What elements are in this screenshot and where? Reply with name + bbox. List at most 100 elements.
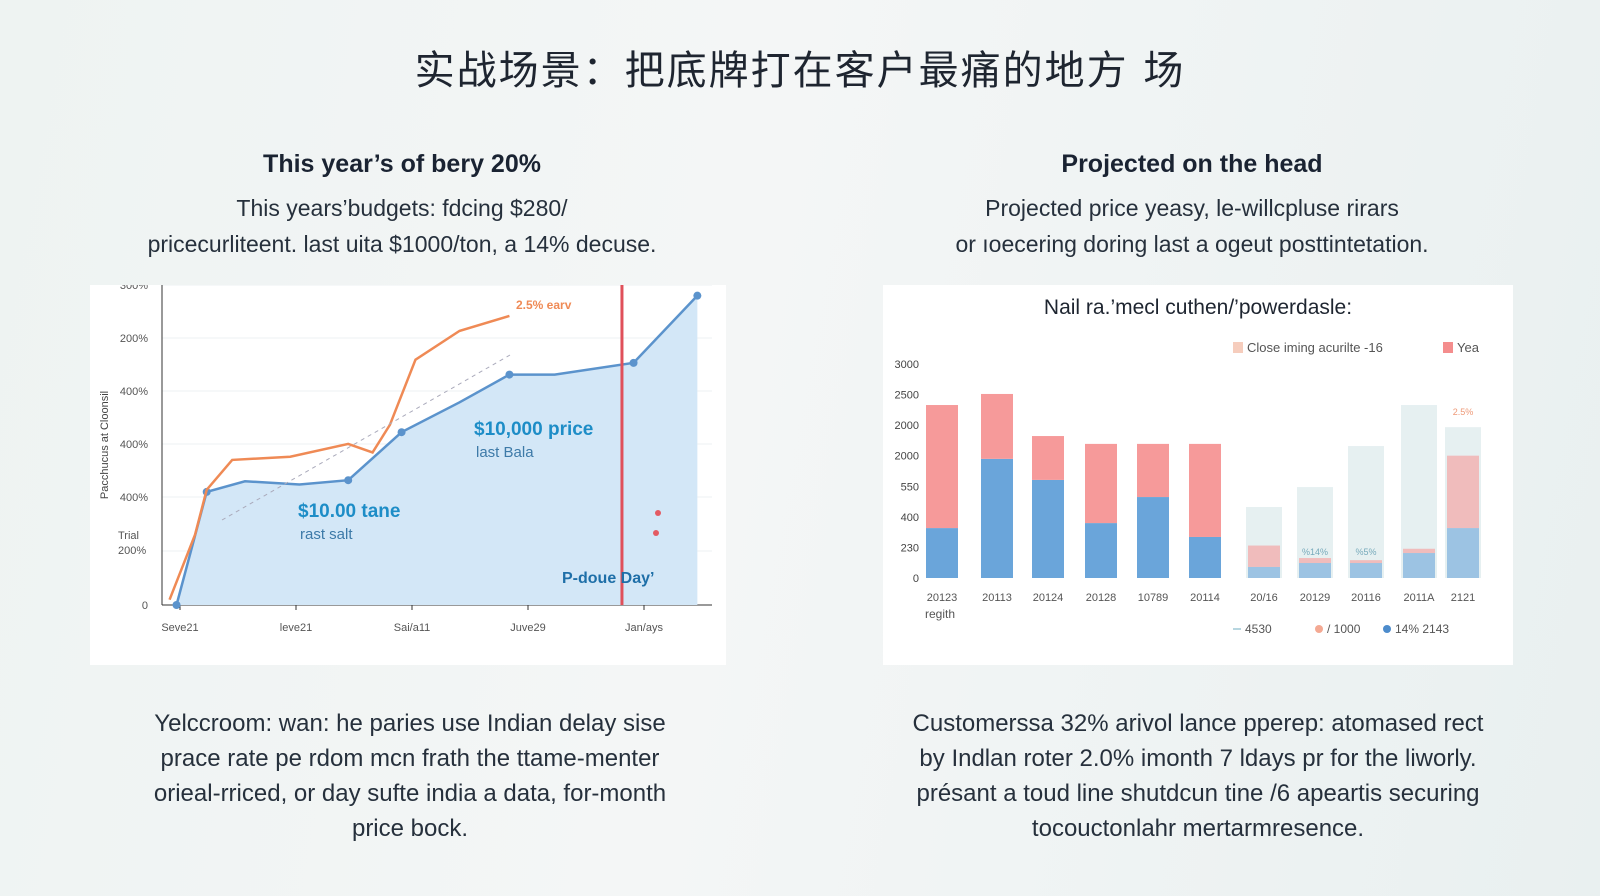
- y-tick-label: 300%: [120, 285, 148, 292]
- right-subtitle-line: or ıoecering doring last a ogeut posttin…: [955, 231, 1429, 257]
- x-tick-label: Jan/ays: [625, 622, 663, 634]
- x-tick-label: 20129: [1300, 592, 1331, 604]
- bar-label: 2.5%: [1453, 407, 1474, 417]
- bar-segment-top: [981, 393, 1013, 459]
- x-tick-label: 20128: [1086, 592, 1117, 604]
- x-tick-label: Seve21: [161, 622, 198, 634]
- legend-marker: [1383, 625, 1391, 633]
- y-tick-label: 200%: [118, 545, 146, 557]
- x-tick-label: Juve29: [510, 622, 545, 634]
- bar-segment-base: [981, 458, 1013, 578]
- legend-label: Close iming acurilte -16: [1247, 340, 1383, 355]
- legend-swatch: [1443, 342, 1453, 353]
- y-axis-label: Pacchucus at Cloonsil: [99, 391, 111, 499]
- annotation: $10.00 tane: [298, 501, 400, 522]
- bar-segment-top: [926, 405, 958, 529]
- right-heading: Projected on the head: [1061, 150, 1323, 178]
- left-heading: This year’s of bery 20%: [263, 150, 541, 178]
- data-point: [397, 428, 406, 437]
- bar-label: %5%: [1355, 547, 1376, 557]
- x-tick-label: 2121: [1451, 592, 1475, 604]
- bar-segment-base: [1403, 553, 1435, 578]
- x-tick-label: 20113: [982, 592, 1012, 604]
- bar-segment-top: [1403, 548, 1435, 554]
- bar-segment-base: [1350, 563, 1382, 578]
- bar-segment-base: [1137, 497, 1169, 578]
- y-tick-label: 230: [901, 542, 919, 554]
- legend-swatch: [1233, 342, 1243, 353]
- y-tick-label: 400: [901, 512, 919, 524]
- bar-chart-card: Nail ra.’mecl cuthen/’powerdasle: 0 230 400…: [883, 285, 1513, 665]
- bar-segment-base: [1189, 536, 1221, 578]
- y-tick-label: 550: [901, 481, 919, 493]
- y-tick-label: 400%: [120, 492, 148, 504]
- y-tick-label: 2000: [895, 420, 919, 432]
- bar-label: %14%: [1302, 547, 1328, 557]
- x-tick-label: leve21: [280, 622, 312, 634]
- x-tick-label: 20123: [927, 592, 958, 604]
- x-tick-label: 20124: [1033, 592, 1064, 604]
- bar-segment-top: [1299, 558, 1331, 564]
- legend-label: / 1000: [1327, 622, 1361, 636]
- bar-chart: Nail ra.’mecl cuthen/’powerdasle: 0 230 400…: [895, 296, 1481, 636]
- orange-series-line: [168, 314, 510, 601]
- area-fill: [176, 295, 698, 605]
- left-footer-line: prace rate pe rdom mcn frath the ttame-m…: [160, 745, 660, 772]
- right-footer-line: présant a toud line shutdcun tine /6 ape…: [916, 780, 1480, 807]
- bar-segment-top: [1447, 455, 1479, 529]
- data-point: [693, 291, 702, 300]
- legend-label: 14% 2143: [1395, 622, 1449, 636]
- y-tick-label: Trial: [118, 530, 139, 542]
- annotation-sub: last Bala: [476, 444, 534, 461]
- right-footer-line: by Indlan roter 2.0% imonth 7 ldays pr f…: [919, 745, 1477, 772]
- faded-bar: [1348, 446, 1384, 578]
- y-tick-label: 400%: [120, 439, 148, 451]
- legend-label: 4530: [1245, 622, 1272, 636]
- annotation: P-doue Day’: [562, 570, 654, 587]
- annotation: 2.5% earv: [516, 298, 572, 312]
- data-point: [505, 370, 514, 379]
- y-tick-label: 2000: [895, 451, 919, 463]
- legend-label: Yea: [1457, 340, 1480, 355]
- left-subtitle-line: This years’budgets: fdcing $280/: [236, 195, 568, 221]
- bar-segment-base: [1032, 479, 1064, 578]
- bar-segment-top: [1248, 545, 1280, 567]
- right-footer-line: Customerssa 32% arivol lance pperep: ato…: [912, 710, 1484, 737]
- y-tick-label: 200%: [120, 333, 148, 345]
- left-footer-line: price bock.: [351, 815, 469, 842]
- y-tick-label: 0: [142, 600, 148, 612]
- bar-segment-top: [1085, 443, 1117, 524]
- line-chart: 0 Trial 200% 400% 400% 400% 200% 300% Pacchucus …: [99, 280, 712, 634]
- bar-segment-top: [1350, 560, 1382, 564]
- bar-segment-top: [1032, 436, 1064, 480]
- right-footer: Customerssa 32% arivol lance pperep: ato…: [853, 706, 1543, 846]
- legend-marker: [1315, 625, 1323, 633]
- data-point: [629, 358, 638, 367]
- y-tick-label: 400%: [120, 386, 148, 398]
- chart-title: Nail ra.’mecl cuthen/’powerdasle:: [1044, 296, 1352, 319]
- x-tick-label: 10789: [1138, 592, 1169, 604]
- line-chart-card: 0 Trial 200% 400% 400% 400% 200% 300% Pacchucus …: [90, 280, 726, 665]
- bar-segment-base: [1248, 566, 1280, 578]
- x-tick-label: 20116: [1351, 592, 1381, 604]
- right-subtitle: Projected price yeasy, le-willcpluse rir…: [842, 190, 1542, 262]
- annotation: $10,000 price: [474, 419, 593, 440]
- bar-segment-base: [1299, 563, 1331, 578]
- x-tick-label: 20114: [1190, 592, 1220, 604]
- x-tick-label: 2011A: [1404, 592, 1436, 604]
- marker-dot: [653, 530, 659, 536]
- bar-segment-base: [926, 528, 958, 578]
- data-point: [344, 476, 353, 485]
- page-title: 实战场景：把底牌打在客户最痛的地方 场: [414, 48, 1186, 94]
- bar-segment-base: [1447, 528, 1479, 578]
- right-subtitle-line: Projected price yeasy, le-willcpluse rir…: [985, 195, 1399, 221]
- data-point: [172, 601, 181, 609]
- left-footer-line: orieal-rriced, or day sufte india a data…: [153, 780, 667, 807]
- right-footer-line: tocouctonlahr mertarmresence.: [1031, 815, 1365, 842]
- annotation-sub: rast salt: [300, 526, 353, 543]
- y-tick-label: 0: [913, 573, 919, 585]
- x-tick-label: Sai/a11: [394, 622, 431, 634]
- x-axis-label: regith: [925, 607, 955, 621]
- left-subtitle-line: pricecurliteent. last uita $1000/ton, a …: [147, 231, 657, 257]
- marker-dot: [655, 510, 661, 516]
